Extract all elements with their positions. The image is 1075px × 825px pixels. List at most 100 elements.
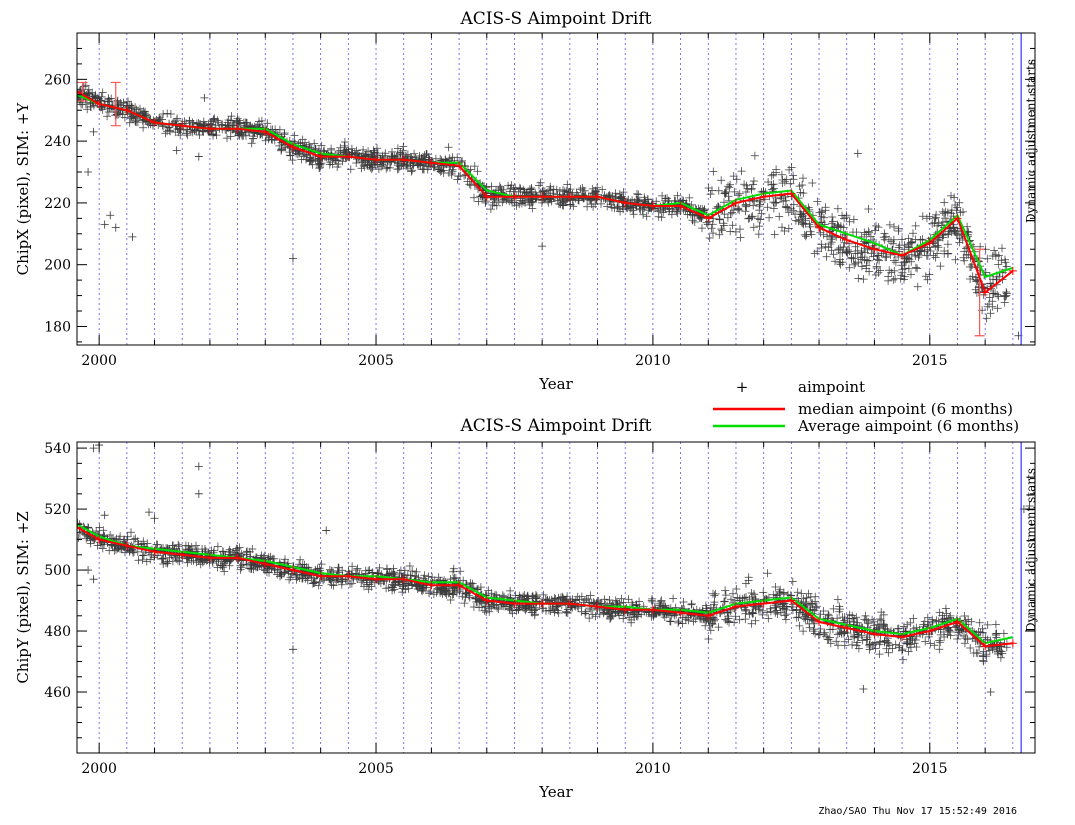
median-point <box>925 239 934 248</box>
median-point <box>1008 639 1017 648</box>
y-tick-label: 180 <box>44 319 71 335</box>
aimpoint-points <box>77 81 1011 323</box>
median-point <box>316 152 325 161</box>
outlier-point <box>200 93 209 102</box>
median-point <box>482 596 491 605</box>
legend-symbol-aimpoint: + <box>736 378 749 396</box>
median-point <box>122 106 131 115</box>
x-tick-label: 2005 <box>358 353 394 369</box>
median-point <box>565 192 574 201</box>
median-point <box>77 87 81 96</box>
median-point <box>731 198 740 207</box>
y-tick-label: 240 <box>44 134 71 150</box>
median-line <box>77 526 1013 648</box>
chart-panel-chipy: ACIS-S Aimpoint Drift Year ChipY (pixel), … <box>14 416 1038 801</box>
median-point <box>399 575 408 584</box>
plot-frame <box>76 441 1036 754</box>
median-point <box>593 602 602 611</box>
median-point <box>676 608 685 617</box>
median-point <box>953 617 962 626</box>
outlier-point <box>106 211 115 220</box>
median-point <box>261 559 270 568</box>
median-point <box>925 627 934 636</box>
outlier-point <box>144 508 153 517</box>
median-point <box>455 581 464 590</box>
outlier-point <box>100 511 109 520</box>
median-point <box>648 201 657 210</box>
outlier-point <box>322 526 331 535</box>
median-point <box>233 553 242 562</box>
plot-area <box>77 442 1034 753</box>
adjustment-annotation: Dynamic adjustment starts <box>1024 468 1038 632</box>
chart-title: ACIS-S Aimpoint Drift <box>460 416 652 436</box>
median-point <box>731 602 740 611</box>
median-point <box>95 100 104 109</box>
median-point <box>427 581 436 590</box>
x-tick-label: 2010 <box>635 761 671 777</box>
x-tick-label: 2000 <box>81 353 117 369</box>
chart-panel-chipx: ACIS-S Aimpoint Drift Year ChipX (pixel), … <box>14 9 1038 393</box>
outlier-point <box>853 149 862 158</box>
median-point <box>842 623 851 632</box>
x-axis-label: Year <box>538 783 573 801</box>
median-point <box>288 143 297 152</box>
median-point <box>621 198 630 207</box>
median-point <box>316 572 325 581</box>
outlier-point <box>172 146 181 155</box>
median-point <box>842 235 851 244</box>
median-point <box>510 599 519 608</box>
y-tick-label: 480 <box>44 624 71 640</box>
median-point <box>150 118 159 127</box>
y-tick-label: 500 <box>44 563 71 579</box>
median-point <box>815 223 824 232</box>
legend-label: median aimpoint (6 months) <box>798 400 1013 418</box>
median-point <box>538 192 547 201</box>
median-point <box>981 642 990 651</box>
median-point <box>981 288 990 297</box>
median-point <box>538 599 547 608</box>
median-point <box>288 566 297 575</box>
median-point <box>898 251 907 260</box>
median-point <box>621 605 630 614</box>
median-point <box>565 599 574 608</box>
median-point <box>870 630 879 639</box>
error-bar <box>110 81 121 127</box>
x-tick-label: 2015 <box>912 761 948 777</box>
outlier-point <box>84 168 93 177</box>
median-point <box>704 611 713 620</box>
median-point <box>150 547 159 556</box>
legend: + aimpoint median aimpoint (6 months)Avera… <box>713 378 1019 435</box>
median-point <box>344 572 353 581</box>
plot-frame <box>76 32 1036 346</box>
median-point <box>399 155 408 164</box>
median-point <box>759 599 768 608</box>
median-point <box>372 575 381 584</box>
x-tick-label: 2000 <box>81 761 117 777</box>
median-point <box>427 158 436 167</box>
y-tick-label: 260 <box>44 72 71 88</box>
median-point <box>205 124 214 133</box>
median-point <box>676 201 685 210</box>
median-point <box>372 155 381 164</box>
legend-label: aimpoint <box>798 378 865 396</box>
median-point <box>122 541 131 550</box>
x-tick-label: 2005 <box>358 761 394 777</box>
median-point <box>510 192 519 201</box>
median-point <box>178 121 187 130</box>
outlier-point <box>89 127 98 136</box>
median-point <box>787 189 796 198</box>
median-point <box>261 127 270 136</box>
outlier-point <box>128 232 137 241</box>
median-point <box>870 245 879 254</box>
outlier-point <box>111 223 120 232</box>
median-point <box>648 605 657 614</box>
outlier-point <box>986 688 995 697</box>
median-point <box>482 192 491 201</box>
median-point <box>815 617 824 626</box>
y-axis-label: ChipY (pixel), SIM: +Z <box>14 511 32 683</box>
outlier-point <box>288 254 297 263</box>
median-point <box>953 214 962 223</box>
median-point <box>205 553 214 562</box>
outlier-point <box>150 514 159 523</box>
outlier-point <box>859 684 868 693</box>
